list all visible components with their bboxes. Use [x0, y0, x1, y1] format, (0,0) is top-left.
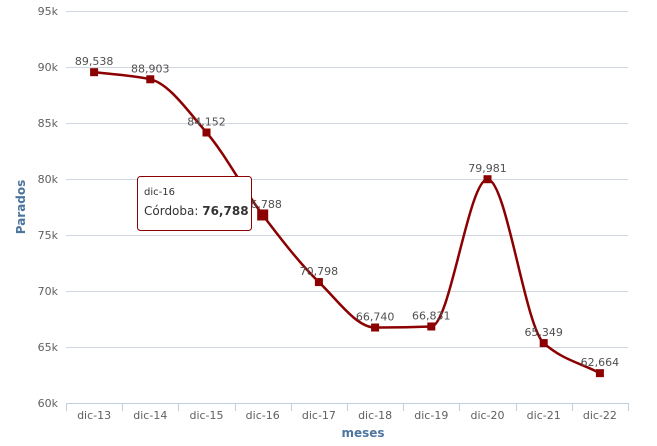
data-labels: 89,538 88,903 84,152 76,788 70,798 66,740 66,8…	[75, 55, 619, 369]
x-tick-label: dic-17	[302, 409, 336, 422]
data-label: 70,798	[300, 265, 339, 278]
x-tick-label: dic-20	[470, 409, 504, 422]
y-tick-label: 60k	[38, 397, 59, 410]
data-label: 65,349	[524, 326, 563, 339]
data-point[interactable]	[202, 128, 211, 137]
data-label: 66,740	[356, 311, 395, 324]
y-tick-label: 95k	[38, 5, 59, 18]
data-point[interactable]	[595, 369, 604, 378]
tooltip-series-label: Córdoba:	[144, 204, 202, 218]
tooltip-value: 76,788	[202, 204, 248, 218]
data-point[interactable]	[146, 75, 155, 84]
y-tick-label: 90k	[38, 61, 59, 74]
x-tick-label: dic-22	[583, 409, 617, 422]
data-markers	[90, 68, 604, 378]
x-tick-label: dic-14	[133, 409, 167, 422]
data-label: 88,903	[131, 62, 170, 75]
data-label: 79,981	[468, 162, 507, 175]
y-tick-label: 65k	[38, 341, 59, 354]
x-tick-label: dic-16	[246, 409, 280, 422]
data-point[interactable]	[257, 209, 269, 221]
y-tick-label: 75k	[38, 229, 59, 242]
tooltip-body: Córdoba: 76,788	[144, 204, 249, 218]
data-point[interactable]	[427, 322, 436, 331]
data-point[interactable]	[539, 339, 548, 348]
x-axis: dic-13 dic-14 dic-15 dic-16 dic-17 dic-18 dic-…	[66, 403, 629, 422]
x-axis-title: meses	[341, 426, 384, 440]
y-axis-title: Parados	[14, 180, 28, 235]
series-line-cordoba	[93, 70, 601, 375]
y-tick-label: 85k	[38, 117, 59, 130]
y-tick-label: 70k	[38, 285, 59, 298]
y-tick-label: 80k	[38, 173, 59, 186]
data-label: 62,664	[581, 356, 620, 369]
data-point[interactable]	[90, 68, 99, 77]
data-label: 76,788	[243, 198, 282, 211]
tooltip-header: dic-16	[144, 187, 175, 198]
data-point[interactable]	[314, 278, 323, 287]
tooltip: dic-16 Córdoba: 76,788	[137, 176, 252, 231]
x-tick-label: dic-19	[414, 409, 448, 422]
data-label: 84,152	[187, 115, 226, 128]
x-tick-label: dic-21	[527, 409, 561, 422]
x-tick-label: dic-15	[189, 409, 223, 422]
data-label: 66,831	[412, 309, 451, 322]
data-point[interactable]	[371, 323, 380, 332]
y-axis-ticks: 60k 65k 70k 75k 80k 85k 90k 95k	[38, 5, 59, 410]
data-label: 89,538	[75, 55, 114, 68]
x-tick-label: dic-13	[77, 409, 111, 422]
data-point[interactable]	[483, 175, 492, 184]
x-tick-label: dic-18	[358, 409, 392, 422]
tooltip-box	[137, 176, 252, 231]
